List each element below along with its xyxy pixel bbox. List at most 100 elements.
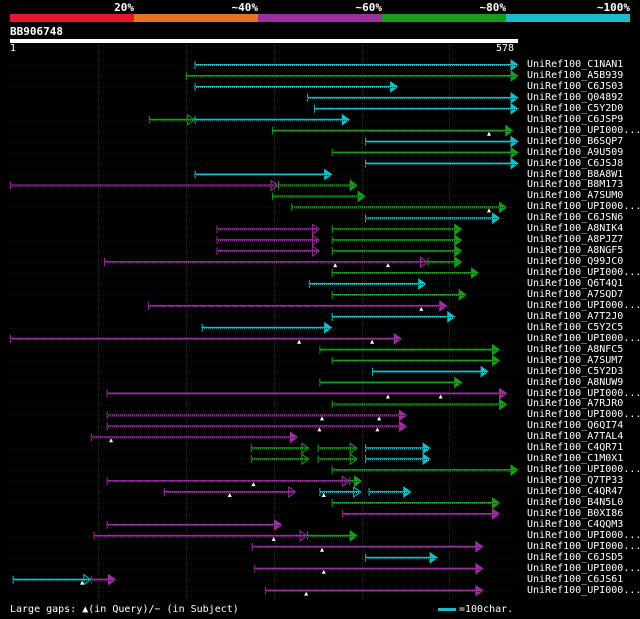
hit-name-link[interactable]: UniRef100_C4QR71 [527, 442, 624, 454]
row-guide [10, 262, 518, 264]
hit-name-link[interactable]: UniRef100_UPI000... [527, 464, 640, 476]
hit-name-link[interactable]: UniRef100_A8NFC5 [527, 343, 624, 355]
legend-segment-3 [258, 14, 382, 22]
query-id: BB906748 [10, 25, 63, 38]
hit-name-link[interactable]: UniRef100_C4QQM3 [527, 518, 624, 530]
hit-name-link[interactable]: UniRef100_Q04892 [527, 91, 624, 103]
hit-name-link[interactable]: UniRef100_C5Y2C5 [527, 321, 624, 333]
query-gap-marker [486, 208, 491, 213]
row-guide [10, 163, 518, 165]
query-gap-marker [251, 482, 256, 487]
query-gap-marker [321, 493, 326, 498]
row-guide [10, 557, 518, 559]
query-gap-marker [227, 493, 232, 498]
row-guide [10, 108, 518, 110]
hit-name-link[interactable]: UniRef100_B8M173 [527, 179, 624, 191]
query-gap-marker [317, 427, 322, 432]
hit-name-link[interactable]: UniRef100_C5Y2D3 [527, 365, 624, 377]
hit-name-link[interactable]: UniRef100_UPI000... [527, 201, 640, 213]
query-gap-marker [333, 263, 338, 268]
hit-name-link[interactable]: UniRef100_C6JS61 [527, 573, 624, 585]
row-guide [10, 492, 518, 494]
hit-name-link[interactable]: UniRef100_UPI000... [527, 124, 640, 136]
hit-name-link[interactable]: UniRef100_A7RJR0 [527, 398, 624, 410]
hit-name-link[interactable]: UniRef100_A7SUM7 [527, 354, 624, 366]
legend-label-60: ~60% [355, 1, 383, 14]
hit-name-link[interactable]: UniRef100_C6JSP9 [527, 113, 624, 125]
row-guide [10, 415, 518, 417]
hit-name-link[interactable]: UniRef100_A8NUW9 [527, 376, 624, 388]
hit-name-link[interactable]: UniRef100_A7SUM0 [527, 190, 624, 202]
legend-label-20: 20% [114, 1, 134, 14]
scale-bar [438, 608, 456, 611]
row-guide [10, 305, 518, 307]
hit-name-link[interactable]: UniRef100_C6JSD5 [527, 551, 624, 563]
row-guide [10, 130, 518, 132]
identity-legend-labels: 20% ~40% ~60% ~80% ~100% [10, 0, 630, 14]
grid-line [185, 43, 187, 600]
hit-name-link[interactable]: UniRef100_UPI000... [527, 299, 640, 311]
hit-name-link[interactable]: UniRef100_A9U509 [527, 146, 624, 158]
hit-name-link[interactable]: UniRef100_Q6QI74 [527, 420, 624, 432]
hit-name-link[interactable]: UniRef100_UPI000... [527, 584, 640, 596]
hit-name-link[interactable]: UniRef100_C6JS03 [527, 80, 624, 92]
hit-name-link[interactable]: UniRef100_A5B939 [527, 69, 624, 81]
row-guide [10, 316, 518, 318]
row-guide [10, 481, 518, 483]
row-guide [10, 152, 518, 154]
row-guide [10, 185, 518, 187]
identity-color-legend [10, 14, 630, 22]
hit-name-link[interactable]: UniRef100_UPI000... [527, 540, 640, 552]
hit-name-link[interactable]: UniRef100_C6JSJ8 [527, 157, 624, 169]
row-guide [10, 229, 518, 231]
legend-segment-5 [506, 14, 630, 22]
row-guide [10, 535, 518, 537]
query-gap-marker [486, 131, 491, 136]
query-gap-marker [321, 569, 326, 574]
query-gap-marker [438, 394, 443, 399]
row-guide [10, 284, 518, 285]
query-gap-marker [320, 547, 325, 552]
hit-name-link[interactable]: UniRef100_C1M0X1 [527, 453, 624, 465]
row-guide [10, 327, 518, 329]
query-gap-marker [271, 536, 276, 541]
row-guide [10, 273, 518, 275]
query-gap-marker [304, 591, 309, 596]
hit-name-link[interactable]: UniRef100_C6JSN6 [527, 212, 624, 224]
row-guide [10, 196, 518, 198]
hit-name-link[interactable]: UniRef100_Q6T4Q1 [527, 278, 624, 289]
hit-name-link[interactable]: UniRef100_C1NAN1 [527, 59, 624, 70]
hit-name-link[interactable]: UniRef100_UPI000... [527, 332, 640, 344]
hit-name-link[interactable]: UniRef100_A7T2J0 [527, 310, 624, 322]
row-guide [10, 207, 518, 209]
hit-name-link[interactable]: UniRef100_Q99JC0 [527, 256, 624, 268]
hit-name-link[interactable]: UniRef100_UPI000... [527, 387, 640, 399]
hit-name-link[interactable]: UniRef100_A8PJZ7 [527, 234, 624, 246]
query-gap-marker [109, 438, 114, 443]
scale-label: =100char. [459, 604, 514, 615]
hit-name-link[interactable]: UniRef100_B0XI86 [527, 507, 624, 519]
row-guide [10, 360, 518, 362]
hit-name-link[interactable]: UniRef100_UPI000... [527, 409, 640, 421]
hit-name-link[interactable]: UniRef100_A7SQD7 [527, 288, 624, 300]
hit-name-link[interactable]: UniRef100_A8NGF5 [527, 245, 624, 257]
row-guide [10, 393, 518, 395]
query-gap-marker [385, 263, 390, 268]
hit-name-link[interactable]: UniRef100_C4QR47 [527, 486, 624, 498]
hit-name-link[interactable]: UniRef100_Q7TP33 [527, 475, 624, 487]
hit-name-link[interactable]: UniRef100_A7TAL4 [527, 431, 624, 443]
hit-name-link[interactable]: UniRef100_C5Y2D0 [527, 102, 624, 114]
legend-label-80: ~80% [479, 1, 507, 14]
hit-name-link[interactable]: UniRef100_UPI000... [527, 267, 640, 279]
hit-name-link[interactable]: UniRef100_B6SQP7 [527, 135, 624, 147]
row-guide [10, 119, 518, 121]
row-guide [10, 579, 518, 581]
hit-name-link[interactable]: UniRef100_UPI000... [527, 529, 640, 541]
hit-name-link[interactable]: UniRef100_A8NIK4 [527, 223, 624, 235]
row-guide [10, 240, 518, 242]
row-guide [10, 97, 518, 99]
hit-name-link[interactable]: UniRef100_B8A8W1 [527, 168, 624, 180]
hit-name-link[interactable]: UniRef100_B4N5L0 [527, 497, 624, 508]
row-guide [10, 404, 518, 406]
hit-name-link[interactable]: UniRef100_UPI000... [527, 562, 640, 574]
